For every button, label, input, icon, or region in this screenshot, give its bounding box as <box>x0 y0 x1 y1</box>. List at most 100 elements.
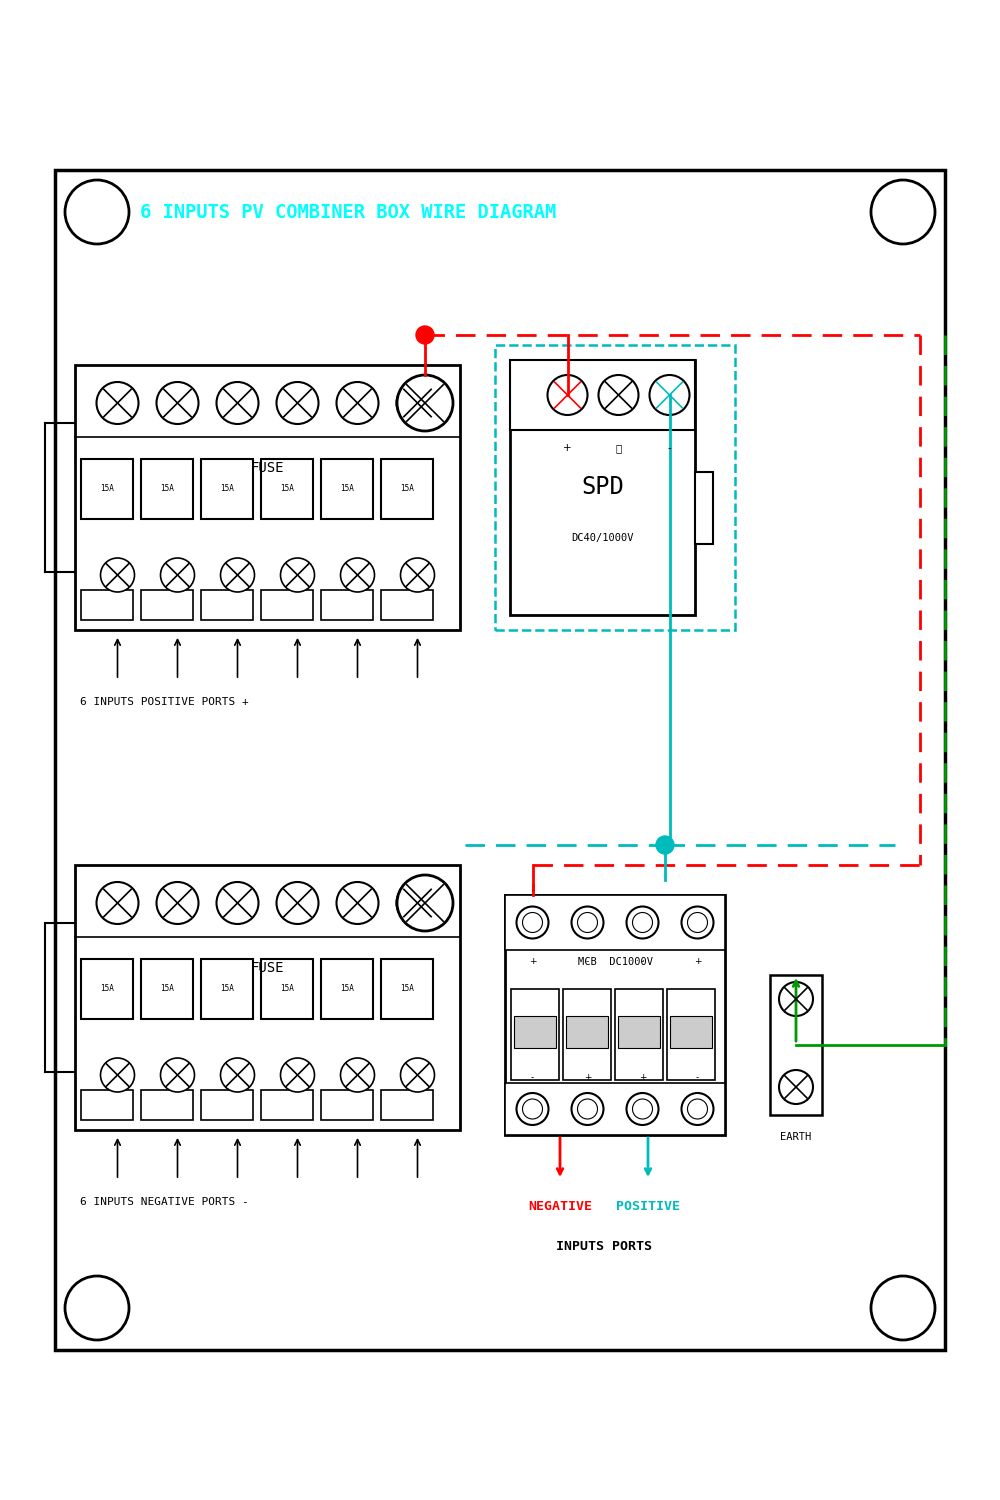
Text: FUSE: FUSE <box>251 462 284 476</box>
Circle shape <box>578 912 598 933</box>
Bar <box>381 958 433 1018</box>
Circle shape <box>396 382 438 424</box>
Text: 6 INPUTS NEGATIVE PORTS -: 6 INPUTS NEGATIVE PORTS - <box>80 1197 249 1208</box>
Circle shape <box>100 1058 134 1092</box>
Bar <box>261 958 313 1018</box>
Circle shape <box>633 1100 653 1119</box>
Text: 15A: 15A <box>160 484 174 494</box>
Circle shape <box>156 382 198 424</box>
Circle shape <box>216 382 258 424</box>
Text: -: - <box>586 957 589 966</box>
Circle shape <box>276 882 318 924</box>
Bar <box>261 459 313 519</box>
Text: 15A: 15A <box>400 484 414 494</box>
Circle shape <box>96 882 138 924</box>
Bar <box>81 958 133 1018</box>
Circle shape <box>522 1100 542 1119</box>
Bar <box>505 896 725 950</box>
Bar <box>695 472 713 543</box>
Text: 15A: 15A <box>160 984 174 993</box>
Text: 15A: 15A <box>220 984 234 993</box>
Circle shape <box>416 326 434 344</box>
Circle shape <box>779 1070 813 1104</box>
Circle shape <box>627 906 659 939</box>
Circle shape <box>65 180 129 244</box>
Circle shape <box>220 1058 254 1092</box>
Circle shape <box>400 1058 434 1092</box>
Text: EARTH: EARTH <box>780 1132 812 1142</box>
Text: -: - <box>531 1074 534 1083</box>
Bar <box>321 1090 373 1120</box>
Bar <box>563 988 611 1080</box>
Text: 15A: 15A <box>100 484 114 494</box>
Bar <box>261 1090 313 1120</box>
Circle shape <box>682 1094 714 1125</box>
Text: 15A: 15A <box>100 984 114 993</box>
Bar <box>770 975 822 1114</box>
Circle shape <box>578 1100 598 1119</box>
Bar <box>141 1090 193 1120</box>
Circle shape <box>396 882 438 924</box>
Circle shape <box>280 1058 314 1092</box>
Text: 15A: 15A <box>340 484 354 494</box>
Bar <box>141 590 193 620</box>
Circle shape <box>65 1276 129 1340</box>
Text: 6 INPUTS POSITIVE PORTS +: 6 INPUTS POSITIVE PORTS + <box>80 698 249 706</box>
Bar <box>321 958 373 1018</box>
Bar <box>81 1090 133 1120</box>
Circle shape <box>340 558 374 592</box>
Text: 15A: 15A <box>340 984 354 993</box>
Circle shape <box>276 382 318 424</box>
Text: FUSE: FUSE <box>251 962 284 975</box>
Circle shape <box>397 375 453 430</box>
Text: INPUTS PORTS: INPUTS PORTS <box>556 1240 652 1252</box>
Bar <box>510 360 695 430</box>
Text: -: - <box>668 442 671 453</box>
Bar <box>495 345 735 630</box>
Circle shape <box>548 375 588 416</box>
Circle shape <box>688 1100 708 1119</box>
Text: +: + <box>639 1074 646 1083</box>
Bar <box>321 590 373 620</box>
Circle shape <box>400 558 434 592</box>
Text: 15A: 15A <box>280 484 294 494</box>
Circle shape <box>572 1094 604 1125</box>
Text: 6 INPUTS PV COMBINER BOX WIRE DIAGRAM: 6 INPUTS PV COMBINER BOX WIRE DIAGRAM <box>140 202 556 222</box>
Circle shape <box>516 906 548 939</box>
Text: +: + <box>563 442 572 453</box>
Circle shape <box>572 906 604 939</box>
Bar <box>505 1083 725 1136</box>
Text: -: - <box>641 957 644 966</box>
Bar <box>75 865 460 1130</box>
Circle shape <box>100 558 134 592</box>
Circle shape <box>598 375 639 416</box>
Bar <box>321 459 373 519</box>
Text: SPD: SPD <box>581 476 624 500</box>
Bar <box>511 988 559 1080</box>
Circle shape <box>216 882 258 924</box>
Bar <box>201 958 253 1018</box>
Text: POSITIVE: POSITIVE <box>616 1200 680 1214</box>
Bar <box>615 988 663 1080</box>
Bar <box>81 590 133 620</box>
Bar <box>201 459 253 519</box>
Circle shape <box>160 1058 194 1092</box>
Text: +: + <box>584 1074 591 1083</box>
Circle shape <box>96 382 138 424</box>
Circle shape <box>160 558 194 592</box>
Bar <box>566 1016 608 1048</box>
Circle shape <box>649 375 689 416</box>
Text: +: + <box>529 957 536 966</box>
Circle shape <box>656 836 674 854</box>
Bar <box>141 459 193 519</box>
Circle shape <box>397 874 453 932</box>
Circle shape <box>340 1058 374 1092</box>
Bar <box>670 1016 712 1048</box>
Bar <box>81 459 133 519</box>
Circle shape <box>280 558 314 592</box>
Text: NEGATIVE: NEGATIVE <box>528 1200 592 1214</box>
Text: -: - <box>696 1074 699 1083</box>
Text: 15A: 15A <box>220 484 234 494</box>
Text: +: + <box>694 957 701 966</box>
Text: 15A: 15A <box>280 984 294 993</box>
